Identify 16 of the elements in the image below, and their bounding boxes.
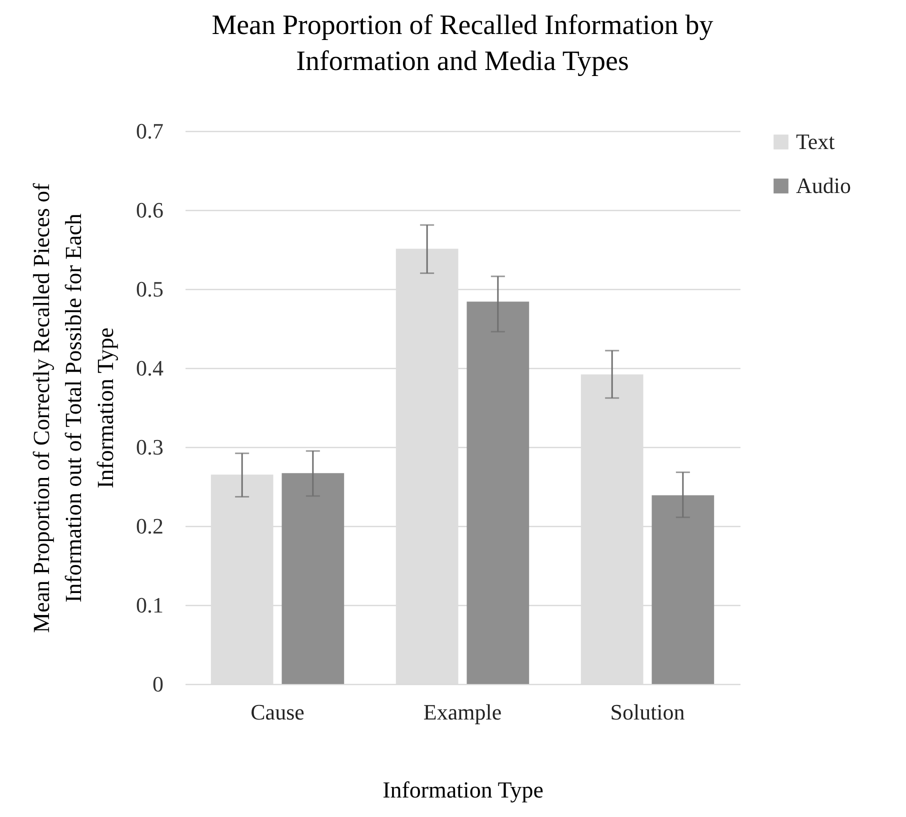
x-tick-label: Solution (610, 700, 685, 724)
y-tick-label: 0 (152, 672, 164, 696)
y-tick-label: 0.7 (136, 118, 164, 144)
y-tick-label: 0.6 (136, 198, 164, 222)
y-tick-label: 0.1 (136, 592, 164, 618)
y-tick-label: 0.3 (136, 434, 164, 460)
y-tick-label: 0.5 (136, 276, 164, 302)
y-tick-label: 0.2 (136, 514, 164, 538)
x-tick-label: Cause (250, 700, 304, 724)
y-axis-title: Mean Proportion of Correctly Recalled Pieces of Information out of Total Possible for Each Information Type (29, 182, 118, 633)
x-axis-title: Information Type (382, 778, 544, 802)
chart-title: Mean Proportion of Recalled Information by Information and Media Types (212, 10, 714, 77)
y-tick-label: 0.4 (136, 356, 164, 380)
legend-label: Audio (796, 173, 851, 198)
legend-label: Text (796, 129, 835, 154)
x-tick-label: Example (423, 700, 502, 724)
